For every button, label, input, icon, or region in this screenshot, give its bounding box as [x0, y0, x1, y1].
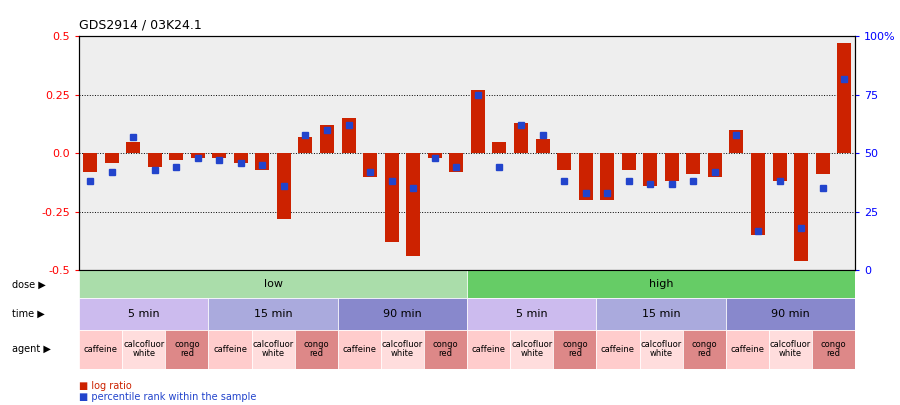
Bar: [665, 153, 679, 181]
Bar: [449, 153, 464, 172]
Text: calcofluor
white: calcofluor white: [382, 340, 423, 358]
Text: caffeine: caffeine: [213, 345, 247, 354]
Bar: [514, 123, 528, 153]
Bar: [363, 153, 377, 177]
Bar: [277, 153, 291, 219]
Bar: [384, 153, 399, 242]
Bar: [342, 118, 356, 153]
Bar: [79, 330, 122, 369]
Text: 90 min: 90 min: [383, 309, 422, 319]
Bar: [79, 270, 467, 298]
Bar: [644, 153, 657, 186]
Bar: [209, 298, 338, 330]
Bar: [730, 130, 743, 153]
Bar: [557, 153, 572, 170]
Bar: [294, 330, 338, 369]
Bar: [725, 298, 855, 330]
Bar: [769, 330, 812, 369]
Text: 5 min: 5 min: [516, 309, 547, 319]
Text: caffeine: caffeine: [601, 345, 634, 354]
Text: 15 min: 15 min: [642, 309, 680, 319]
Text: low: low: [264, 279, 283, 289]
Bar: [234, 153, 248, 163]
Bar: [428, 153, 442, 158]
Bar: [320, 125, 334, 153]
Text: caffeine: caffeine: [730, 345, 764, 354]
Bar: [338, 330, 381, 369]
Text: GDS2914 / 03K24.1: GDS2914 / 03K24.1: [79, 19, 202, 32]
Text: 90 min: 90 min: [771, 309, 810, 319]
Bar: [510, 330, 554, 369]
Bar: [166, 330, 209, 369]
Bar: [597, 330, 640, 369]
Bar: [554, 330, 597, 369]
Bar: [381, 330, 424, 369]
Bar: [815, 153, 830, 175]
Bar: [467, 298, 597, 330]
Text: 5 min: 5 min: [128, 309, 159, 319]
Text: congo
red: congo red: [174, 340, 200, 358]
Bar: [708, 153, 722, 177]
Bar: [299, 137, 312, 153]
Bar: [83, 153, 97, 172]
Bar: [751, 153, 765, 235]
Bar: [812, 330, 855, 369]
Bar: [725, 330, 769, 369]
Bar: [79, 298, 209, 330]
Text: congo
red: congo red: [821, 340, 846, 358]
Text: calcofluor
white: calcofluor white: [770, 340, 811, 358]
Bar: [424, 330, 467, 369]
Text: congo
red: congo red: [303, 340, 329, 358]
Text: congo
red: congo red: [562, 340, 588, 358]
Bar: [687, 153, 700, 175]
Bar: [837, 43, 851, 153]
Bar: [772, 153, 787, 181]
Text: congo
red: congo red: [433, 340, 458, 358]
Bar: [600, 153, 614, 200]
Bar: [126, 142, 140, 153]
Bar: [579, 153, 592, 200]
Text: high: high: [649, 279, 673, 289]
Bar: [682, 330, 725, 369]
Text: caffeine: caffeine: [342, 345, 376, 354]
Text: congo
red: congo red: [691, 340, 717, 358]
Bar: [467, 330, 510, 369]
Bar: [104, 153, 119, 163]
Bar: [338, 298, 467, 330]
Bar: [536, 139, 550, 153]
Bar: [622, 153, 635, 170]
Text: ■ log ratio: ■ log ratio: [79, 381, 132, 391]
Bar: [191, 153, 204, 158]
Bar: [640, 330, 682, 369]
Bar: [252, 330, 294, 369]
Text: calcofluor
white: calcofluor white: [253, 340, 293, 358]
Bar: [406, 153, 420, 256]
Bar: [467, 270, 855, 298]
Bar: [212, 153, 226, 158]
Text: caffeine: caffeine: [84, 345, 118, 354]
Text: dose ▶: dose ▶: [12, 279, 45, 289]
Text: caffeine: caffeine: [472, 345, 506, 354]
Text: agent ▶: agent ▶: [12, 344, 50, 354]
Text: ■ percentile rank within the sample: ■ percentile rank within the sample: [79, 392, 256, 402]
Bar: [597, 298, 725, 330]
Text: calcofluor
white: calcofluor white: [123, 340, 165, 358]
Bar: [209, 330, 252, 369]
Text: calcofluor
white: calcofluor white: [511, 340, 553, 358]
Bar: [148, 153, 162, 167]
Bar: [169, 153, 184, 160]
Text: time ▶: time ▶: [12, 309, 44, 319]
Bar: [471, 90, 485, 153]
Bar: [492, 142, 507, 153]
Bar: [122, 330, 166, 369]
Text: 15 min: 15 min: [254, 309, 292, 319]
Bar: [794, 153, 808, 261]
Bar: [256, 153, 269, 170]
Text: calcofluor
white: calcofluor white: [641, 340, 681, 358]
